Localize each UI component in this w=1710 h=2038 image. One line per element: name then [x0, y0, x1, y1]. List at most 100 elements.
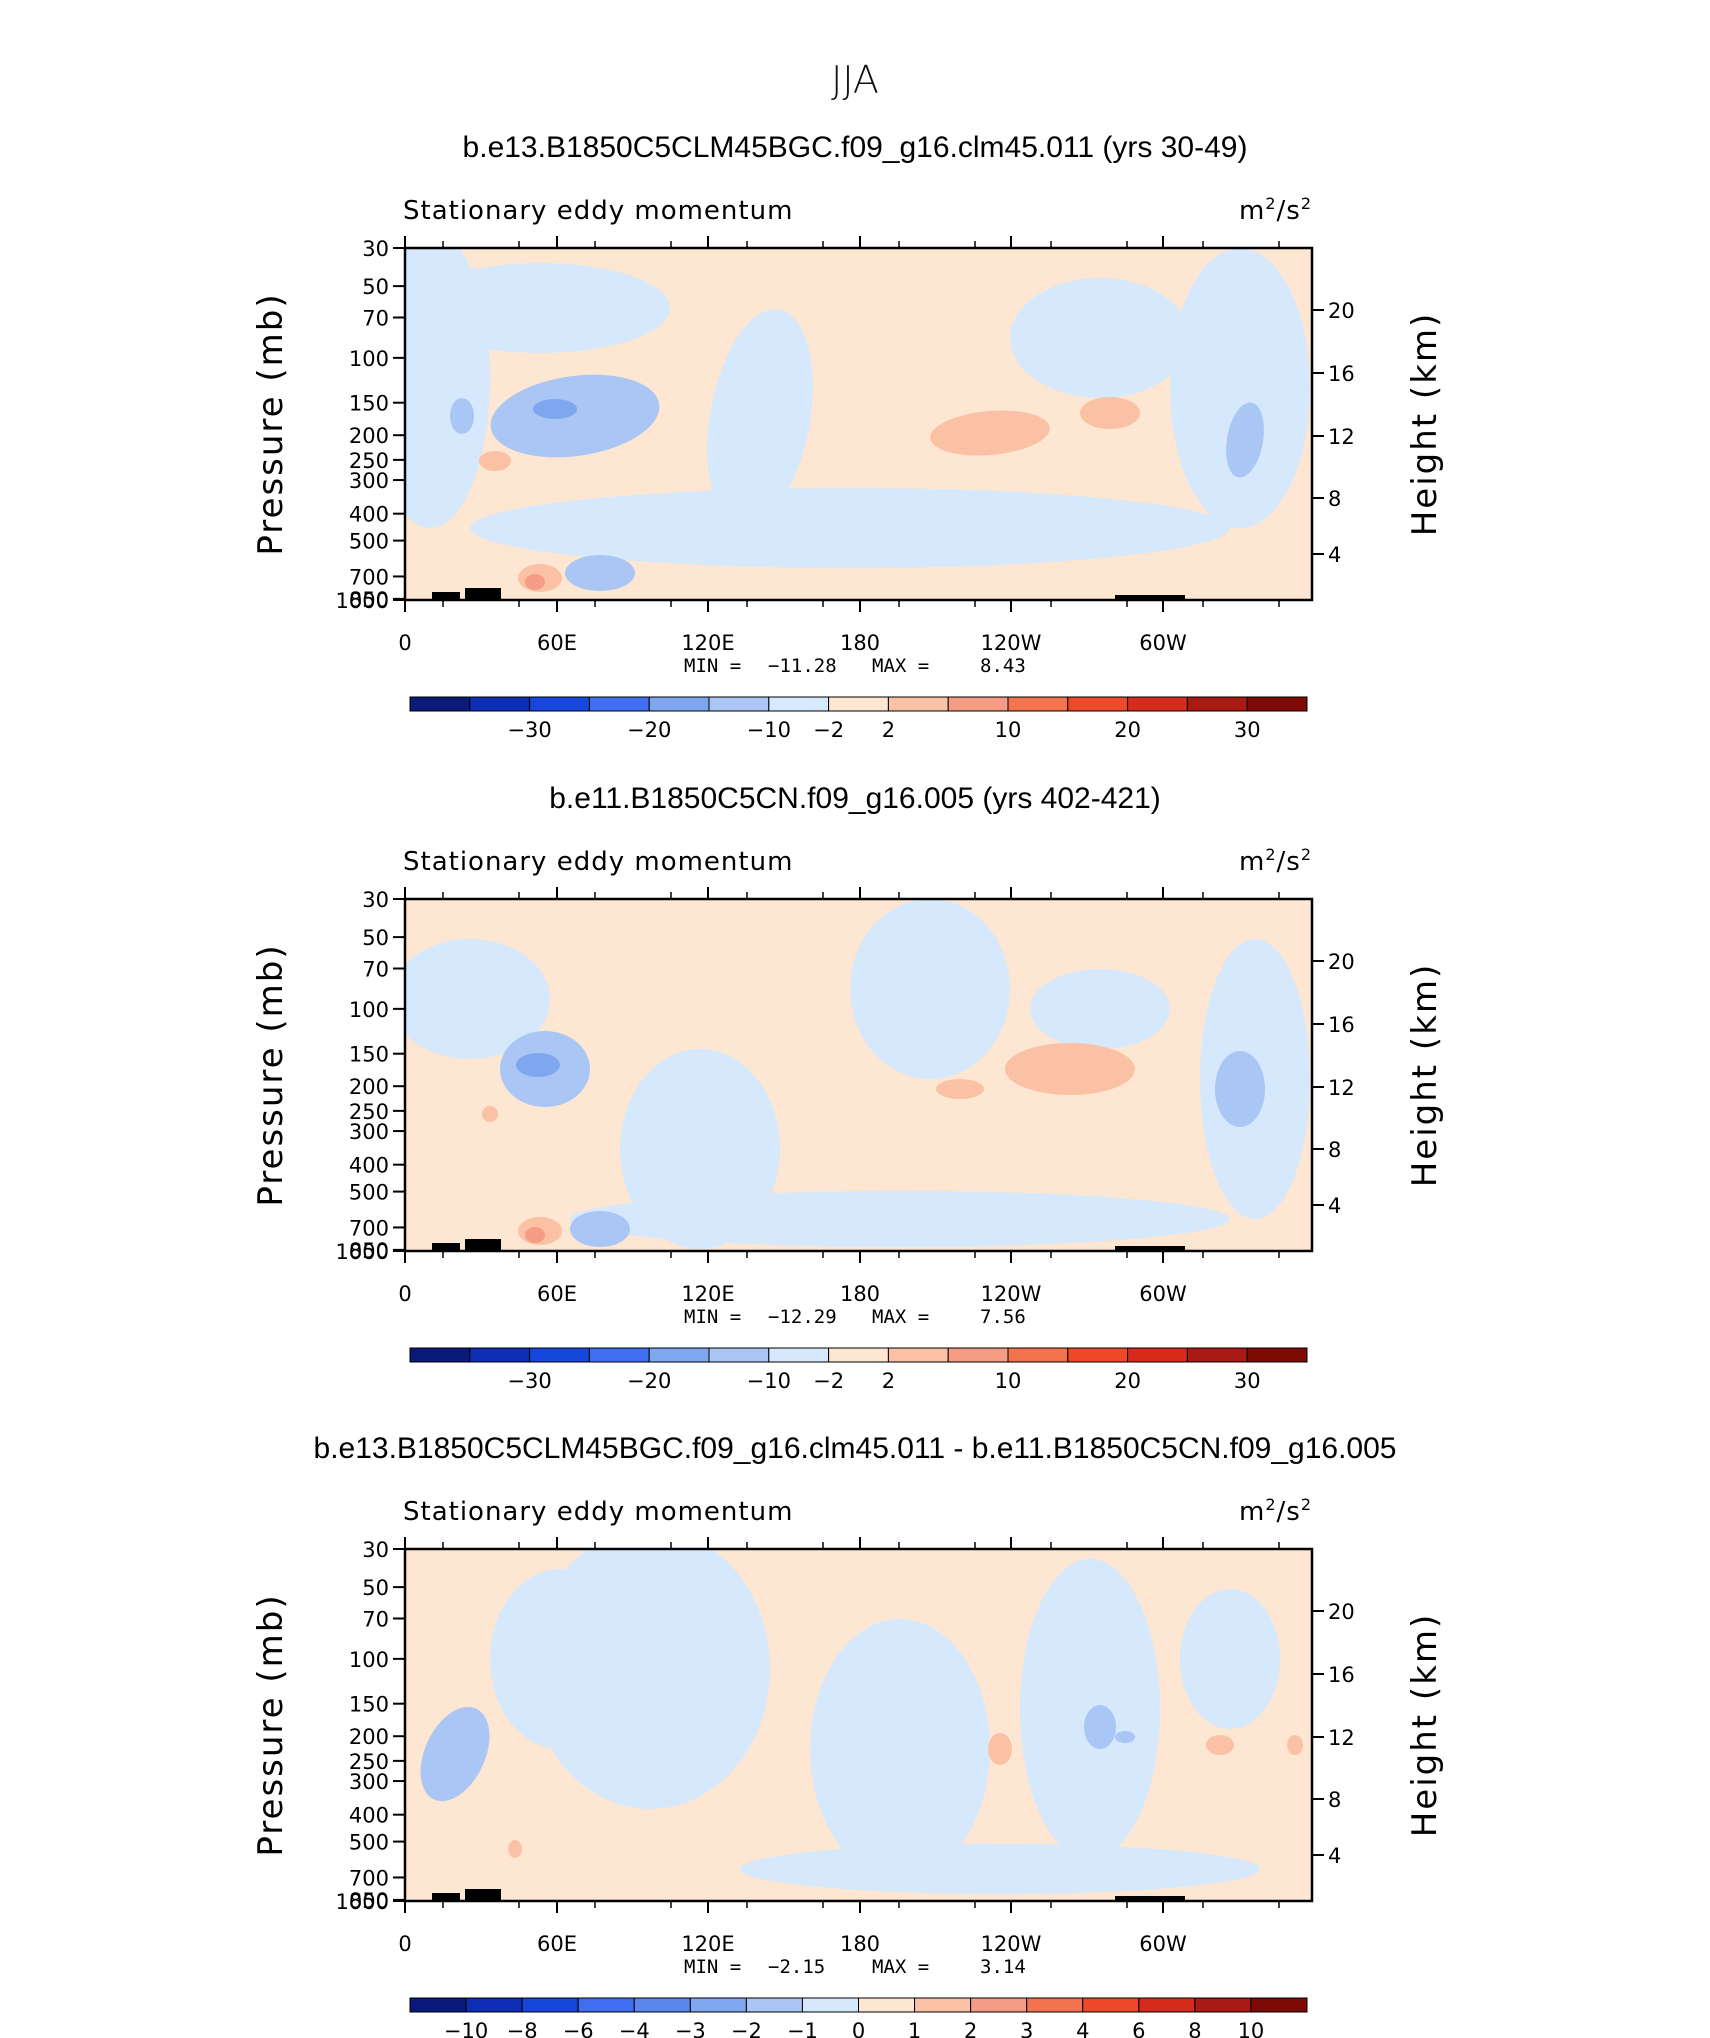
colorbar-box: [588, 1347, 650, 1363]
contour-region: [533, 399, 577, 419]
y-axis-title: Pressure (mb): [251, 292, 291, 555]
y-tick-label: 400: [349, 1804, 389, 1828]
colorbar-box: [1250, 1997, 1308, 2013]
contour-region: [1115, 1731, 1135, 1743]
colorbar-label: 20: [1114, 718, 1141, 742]
contour-region: [405, 939, 550, 1059]
colorbar-label: 30: [1234, 1369, 1261, 1393]
y-tick-label: 70: [362, 307, 389, 331]
colorbar-box: [648, 1347, 710, 1363]
contour-region: [479, 451, 511, 471]
topography: [432, 1893, 460, 1901]
y2-tick-label: 12: [1328, 1076, 1355, 1100]
colorbar-box: [577, 1997, 635, 2013]
panels: b.e13.B1850C5CLM45BGC.f09_g16.clm45.011 …: [251, 131, 1445, 2038]
colorbar-box: [947, 1347, 1009, 1363]
units-label: m2/s2: [1239, 1495, 1312, 1527]
y-tick-label: 100: [349, 998, 389, 1022]
y2-tick-label: 4: [1328, 543, 1341, 567]
colorbar-box: [708, 696, 770, 712]
y2-tick-label: 12: [1328, 1726, 1355, 1750]
contour-region: [810, 1619, 990, 1879]
colorbar-label: −30: [507, 1369, 551, 1393]
colorbar-box: [409, 1347, 471, 1363]
x-tick-label: 120W: [981, 1932, 1042, 1956]
y-tick-label: 700: [349, 565, 389, 589]
y-tick-label: 300: [349, 1120, 389, 1144]
colorbar-box: [1007, 696, 1069, 712]
contour-region: [850, 899, 1010, 1079]
y-tick-label: 1000: [336, 589, 389, 613]
topography: [465, 1239, 501, 1251]
contour-region: [1226, 402, 1264, 478]
y-tick-label: 1000: [336, 1240, 389, 1264]
colorbar-box: [1082, 1997, 1140, 2013]
contour-region: [525, 1227, 545, 1243]
x-tick-label: 180: [840, 631, 880, 655]
colorbar-box: [1138, 1997, 1196, 2013]
contour-region: [1030, 969, 1170, 1049]
contour-region: [410, 263, 670, 353]
contour-region: [988, 1733, 1012, 1765]
y-tick-label: 70: [362, 958, 389, 982]
contour-region: [707, 309, 813, 527]
x-tick-label: 120E: [681, 1282, 734, 1306]
y-axis-title: Pressure (mb): [251, 943, 291, 1206]
colorbar-box: [801, 1997, 859, 2013]
topography: [465, 588, 501, 600]
colorbar-box: [708, 1347, 770, 1363]
y-tick-label: 200: [349, 1725, 389, 1749]
y-tick-label: 50: [362, 275, 389, 299]
x-tick-label: 120E: [681, 631, 734, 655]
y-tick-label: 250: [349, 1750, 389, 1774]
y2-tick-label: 4: [1328, 1844, 1341, 1868]
colorbar-box: [1067, 1347, 1129, 1363]
y-tick-label: 250: [349, 449, 389, 473]
y2-tick-label: 20: [1328, 1600, 1355, 1624]
contour-region: [1215, 1051, 1265, 1127]
colorbar-box: [633, 1997, 691, 2013]
colorbar-box: [947, 696, 1009, 712]
colorbar-box: [1067, 696, 1129, 712]
topography: [1115, 595, 1185, 600]
y2-tick-label: 16: [1328, 1013, 1355, 1037]
colorbar-box: [1186, 696, 1248, 712]
colorbar-box: [465, 1997, 523, 2013]
colorbar-label: −10: [444, 2019, 488, 2038]
y-tick-label: 150: [349, 392, 389, 416]
colorbar-box: [768, 696, 830, 712]
colorbar-label: 2: [964, 2019, 977, 2038]
contour-region: [1020, 1559, 1160, 1859]
y-tick-label: 700: [349, 1216, 389, 1240]
colorbar-label: −20: [627, 718, 671, 742]
y-tick-label: 1000: [336, 1890, 389, 1914]
variable-label: Stationary eddy momentum: [403, 847, 793, 877]
y-tick-label: 300: [349, 469, 389, 493]
x-tick-label: 60W: [1139, 1282, 1187, 1306]
colorbar-box: [1186, 1347, 1248, 1363]
panel-1: b.e13.B1850C5CLM45BGC.f09_g16.clm45.011 …: [251, 131, 1445, 742]
colorbar-label: 0: [852, 2019, 865, 2038]
colorbar-box: [1127, 1347, 1188, 1363]
max-value: 7.56: [980, 1306, 1026, 1328]
contour-region: [1170, 248, 1310, 528]
colorbar-box: [828, 1347, 889, 1363]
contour-region: [450, 398, 474, 434]
contour-region: [1287, 1735, 1303, 1755]
y-tick-label: 70: [362, 1608, 389, 1632]
y-tick-label: 500: [349, 1831, 389, 1855]
y2-tick-label: 8: [1328, 1138, 1341, 1162]
colorbar-label: 30: [1234, 718, 1261, 742]
y-axis-title: Pressure (mb): [251, 1593, 291, 1856]
x-tick-label: 0: [398, 631, 411, 655]
max-value: 3.14: [980, 1956, 1026, 1978]
contour-region: [1206, 1735, 1234, 1755]
x-tick-label: 120E: [681, 1932, 734, 1956]
contour-region: [482, 1106, 498, 1122]
colorbar-label: 1: [908, 2019, 921, 2038]
colorbar-box: [887, 1347, 949, 1363]
contour-region: [470, 488, 1230, 568]
y-tick-label: 30: [362, 1538, 389, 1562]
y-tick-label: 850: [349, 1889, 389, 1913]
